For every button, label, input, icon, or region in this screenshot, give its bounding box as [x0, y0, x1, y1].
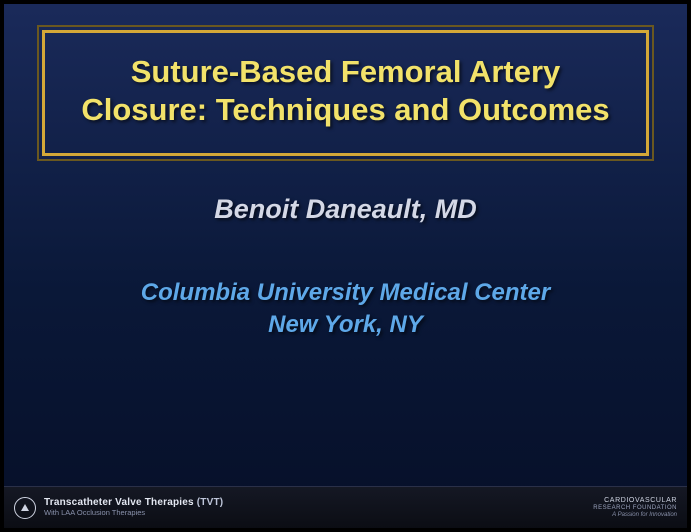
tvt-logo-icon: [14, 497, 36, 519]
footer-right-block: CARDIOVASCULAR RESEARCH FOUNDATION A Pas…: [593, 497, 677, 518]
affiliation-line-1: Columbia University Medical Center: [4, 277, 687, 309]
footer-main-label: Transcatheter Valve Therapies: [44, 497, 194, 508]
slide-title: Suture-Based Femoral Artery Closure: Tec…: [73, 53, 618, 129]
footer-subtitle: With LAA Occlusion Therapies: [44, 509, 223, 517]
tvt-logo-triangle-icon: [21, 504, 29, 511]
footer-left-block: Transcatheter Valve Therapies (TVT) With…: [14, 497, 223, 519]
slide: Suture-Based Femoral Artery Closure: Tec…: [4, 4, 687, 528]
affiliation-line-2: New York, NY: [4, 309, 687, 341]
author-name: Benoit Daneault, MD: [4, 194, 687, 225]
footer-bar: Transcatheter Valve Therapies (TVT) With…: [4, 486, 687, 528]
footer-left-text: Transcatheter Valve Therapies (TVT) With…: [44, 498, 223, 517]
footer-abbr-label: (TVT): [197, 497, 224, 508]
affiliation-block: Columbia University Medical Center New Y…: [4, 277, 687, 342]
footer-org-top: CARDIOVASCULAR: [593, 497, 677, 504]
footer-org-bottom: RESEARCH FOUNDATION: [593, 505, 677, 511]
footer-program-name: Transcatheter Valve Therapies (TVT): [44, 498, 223, 508]
title-box: Suture-Based Femoral Artery Closure: Tec…: [42, 30, 649, 156]
footer-tagline: A Passion for Innovation: [593, 512, 677, 518]
